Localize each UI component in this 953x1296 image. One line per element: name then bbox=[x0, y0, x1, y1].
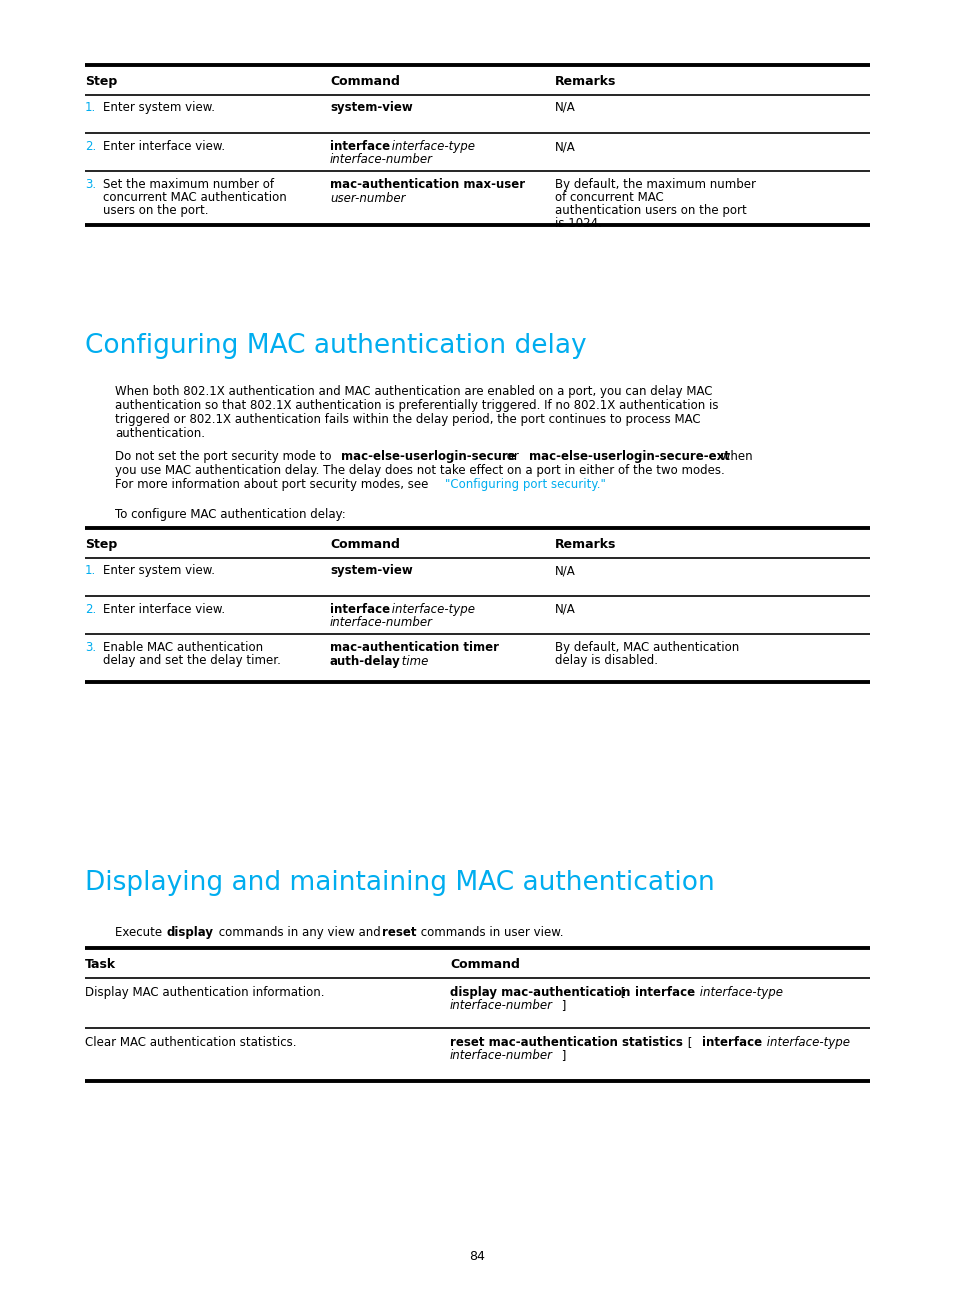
Text: authentication users on the port: authentication users on the port bbox=[555, 203, 746, 216]
Text: system-view: system-view bbox=[330, 564, 413, 577]
Text: auth-delay: auth-delay bbox=[330, 654, 400, 667]
Text: display mac-authentication: display mac-authentication bbox=[450, 986, 630, 999]
Text: Step: Step bbox=[85, 75, 117, 88]
Text: interface-number: interface-number bbox=[330, 153, 433, 166]
Text: user-number: user-number bbox=[330, 192, 405, 205]
Text: mac-else-userlogin-secure-ext: mac-else-userlogin-secure-ext bbox=[529, 450, 729, 463]
Text: triggered or 802.1X authentication fails within the delay period, the port conti: triggered or 802.1X authentication fails… bbox=[115, 413, 700, 426]
Text: Remarks: Remarks bbox=[555, 538, 616, 551]
Text: Configuring MAC authentication delay: Configuring MAC authentication delay bbox=[85, 333, 586, 359]
Text: By default, the maximum number: By default, the maximum number bbox=[555, 178, 755, 191]
Text: interface-type: interface-type bbox=[762, 1036, 849, 1048]
Text: 1.: 1. bbox=[85, 564, 96, 577]
Text: 3.: 3. bbox=[85, 642, 96, 654]
Text: mac-authentication max-user: mac-authentication max-user bbox=[330, 178, 524, 191]
Text: Display MAC authentication information.: Display MAC authentication information. bbox=[85, 986, 324, 999]
Text: interface-type: interface-type bbox=[388, 140, 475, 153]
Text: Clear MAC authentication statistics.: Clear MAC authentication statistics. bbox=[85, 1036, 296, 1048]
Text: time: time bbox=[397, 654, 428, 667]
Text: [: [ bbox=[617, 986, 628, 999]
Text: N/A: N/A bbox=[555, 564, 576, 577]
Text: [: [ bbox=[683, 1036, 696, 1048]
Text: or: or bbox=[502, 450, 522, 463]
Text: Displaying and maintaining MAC authentication: Displaying and maintaining MAC authentic… bbox=[85, 870, 714, 896]
Text: interface-type: interface-type bbox=[388, 603, 475, 616]
Text: 2.: 2. bbox=[85, 140, 96, 153]
Text: interface: interface bbox=[635, 986, 695, 999]
Text: When both 802.1X authentication and MAC authentication are enabled on a port, yo: When both 802.1X authentication and MAC … bbox=[115, 385, 712, 398]
Text: system-view: system-view bbox=[330, 101, 413, 114]
Text: By default, MAC authentication: By default, MAC authentication bbox=[555, 642, 739, 654]
Text: N/A: N/A bbox=[555, 101, 576, 114]
Text: N/A: N/A bbox=[555, 140, 576, 153]
Text: Task: Task bbox=[85, 958, 116, 971]
Text: Command: Command bbox=[330, 75, 399, 88]
Text: Enter interface view.: Enter interface view. bbox=[103, 140, 225, 153]
Text: when: when bbox=[717, 450, 752, 463]
Text: "Configuring port security.": "Configuring port security." bbox=[444, 478, 605, 491]
Text: For more information about port security modes, see: For more information about port security… bbox=[115, 478, 432, 491]
Text: Command: Command bbox=[450, 958, 519, 971]
Text: delay is disabled.: delay is disabled. bbox=[555, 654, 658, 667]
Text: Do not set the port security mode to: Do not set the port security mode to bbox=[115, 450, 335, 463]
Text: interface: interface bbox=[330, 603, 390, 616]
Text: Remarks: Remarks bbox=[555, 75, 616, 88]
Text: display: display bbox=[167, 927, 213, 940]
Text: Enable MAC authentication: Enable MAC authentication bbox=[103, 642, 263, 654]
Text: authentication.: authentication. bbox=[115, 426, 205, 441]
Text: ]: ] bbox=[558, 999, 566, 1012]
Text: mac-authentication timer: mac-authentication timer bbox=[330, 642, 498, 654]
Text: To configure MAC authentication delay:: To configure MAC authentication delay: bbox=[115, 508, 345, 521]
Text: reset mac-authentication statistics: reset mac-authentication statistics bbox=[450, 1036, 682, 1048]
Text: reset: reset bbox=[381, 927, 416, 940]
Text: Enter system view.: Enter system view. bbox=[103, 564, 214, 577]
Text: Set the maximum number of: Set the maximum number of bbox=[103, 178, 274, 191]
Text: commands in any view and: commands in any view and bbox=[214, 927, 384, 940]
Text: Execute: Execute bbox=[115, 927, 166, 940]
Text: 1.: 1. bbox=[85, 101, 96, 114]
Text: interface: interface bbox=[701, 1036, 761, 1048]
Text: interface: interface bbox=[330, 140, 390, 153]
Text: ]: ] bbox=[558, 1048, 566, 1061]
Text: Enter interface view.: Enter interface view. bbox=[103, 603, 225, 616]
Text: users on the port.: users on the port. bbox=[103, 203, 209, 216]
Text: delay and set the delay timer.: delay and set the delay timer. bbox=[103, 654, 280, 667]
Text: N/A: N/A bbox=[555, 603, 576, 616]
Text: is 1024.: is 1024. bbox=[555, 216, 601, 229]
Text: interface-number: interface-number bbox=[330, 616, 433, 629]
Text: 2.: 2. bbox=[85, 603, 96, 616]
Text: interface-type: interface-type bbox=[696, 986, 782, 999]
Text: concurrent MAC authentication: concurrent MAC authentication bbox=[103, 191, 287, 203]
Text: 3.: 3. bbox=[85, 178, 96, 191]
Text: of concurrent MAC: of concurrent MAC bbox=[555, 191, 663, 203]
Text: interface-number: interface-number bbox=[450, 1048, 553, 1061]
Text: you use MAC authentication delay. The delay does not take effect on a port in ei: you use MAC authentication delay. The de… bbox=[115, 464, 724, 477]
Text: mac-else-userlogin-secure: mac-else-userlogin-secure bbox=[340, 450, 516, 463]
Text: interface-number: interface-number bbox=[450, 999, 553, 1012]
Text: Step: Step bbox=[85, 538, 117, 551]
Text: Enter system view.: Enter system view. bbox=[103, 101, 214, 114]
Text: authentication so that 802.1X authentication is preferentially triggered. If no : authentication so that 802.1X authentica… bbox=[115, 399, 718, 412]
Text: 84: 84 bbox=[469, 1251, 484, 1264]
Text: Command: Command bbox=[330, 538, 399, 551]
Text: commands in user view.: commands in user view. bbox=[416, 927, 563, 940]
